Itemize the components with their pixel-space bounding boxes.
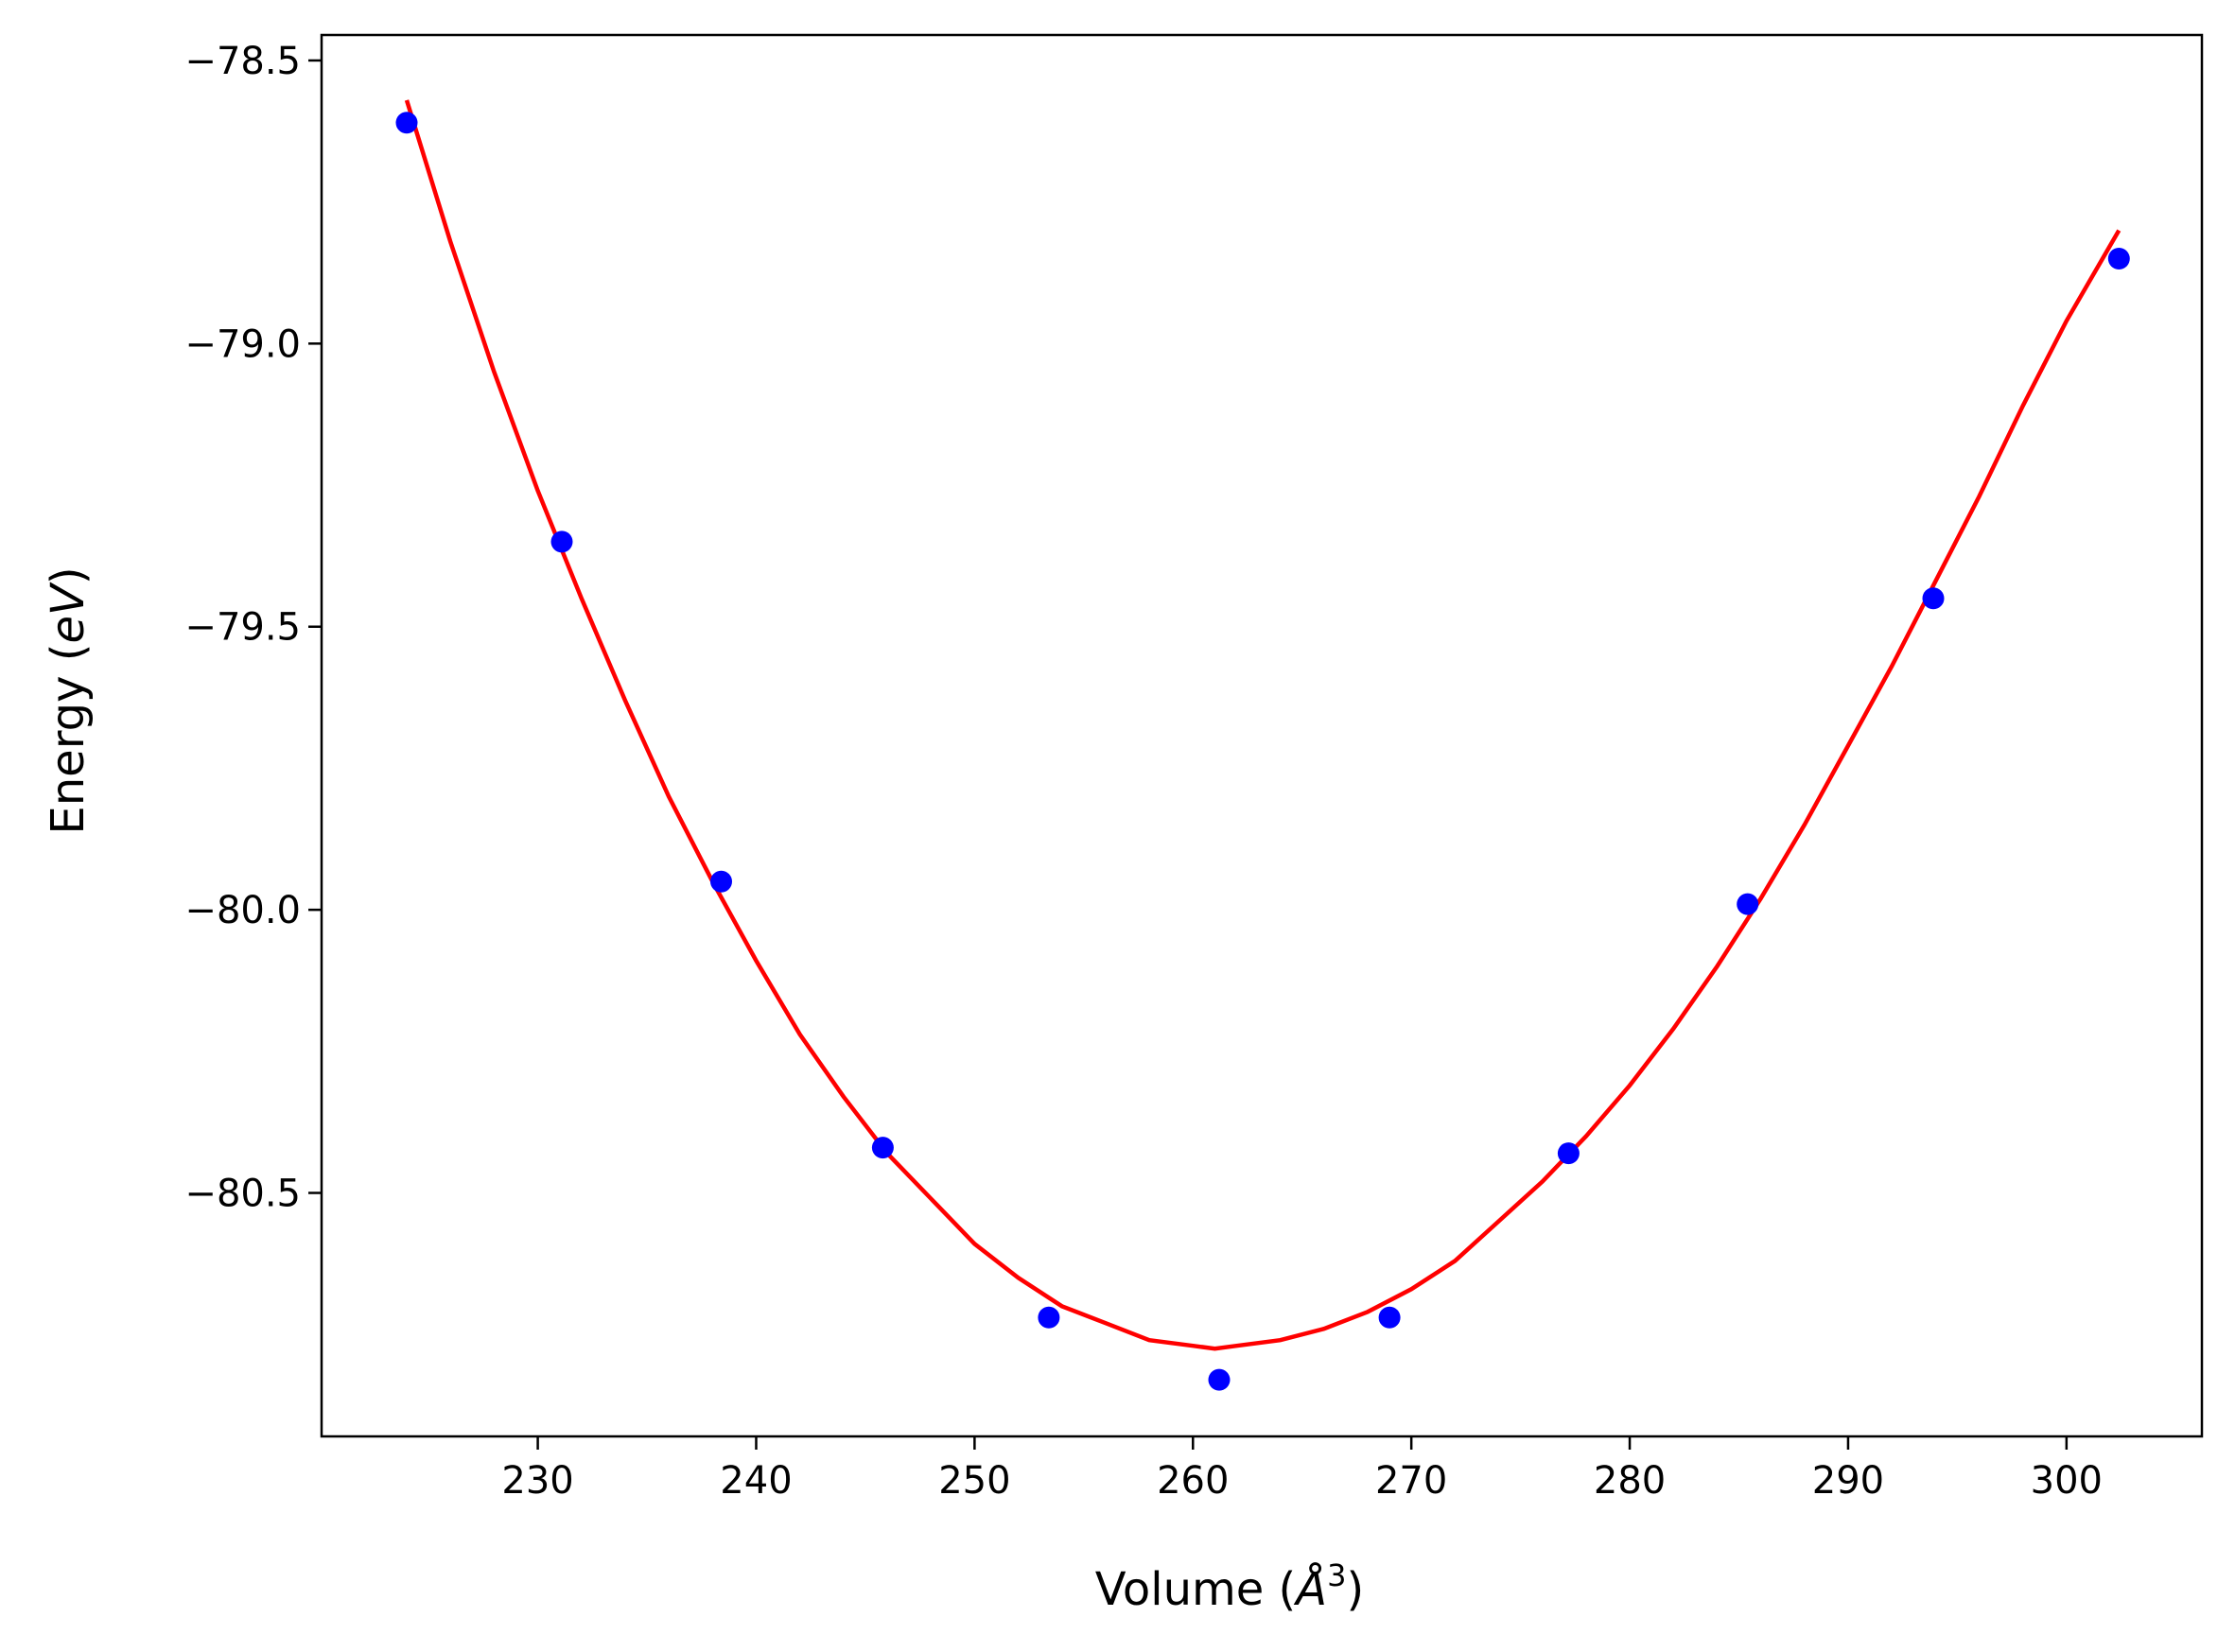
y-tick-label: −78.5	[184, 40, 301, 83]
data-point	[2107, 248, 2130, 270]
y-tick-label: −80.5	[184, 1173, 301, 1216]
x-axis-title: Volume (Å3)	[1095, 1557, 1364, 1616]
y-tick-label: −80.0	[184, 889, 301, 932]
x-tick-label: 290	[1812, 1459, 1884, 1503]
x-tick-label: 280	[1594, 1459, 1666, 1503]
y-tick-label: −79.0	[184, 322, 301, 366]
data-point	[550, 530, 573, 553]
data-point	[1038, 1306, 1060, 1329]
data-point	[1737, 893, 1759, 915]
data-point	[710, 870, 732, 893]
data-point	[871, 1137, 894, 1159]
x-tick-label: 300	[2031, 1459, 2103, 1503]
y-axis-title: Energy (eV)	[42, 566, 95, 834]
x-axis-ticks: 230 240 250 260 270 280 290 300	[501, 1436, 2103, 1503]
y-axis-ticks: −78.5 −79.0 −79.5 −80.0 −80.5	[184, 40, 322, 1216]
data-point	[1208, 1368, 1231, 1391]
plot-frame	[320, 33, 2204, 1438]
x-tick-label: 250	[938, 1459, 1010, 1503]
x-tick-label: 260	[1157, 1459, 1229, 1503]
data-point	[395, 112, 418, 134]
x-tick-label: 230	[501, 1459, 573, 1503]
data-point	[1922, 587, 1945, 610]
fit-curve-line	[404, 99, 2122, 1351]
data-point	[1378, 1306, 1401, 1329]
x-tick-label: 240	[720, 1459, 792, 1503]
plot-layer	[395, 99, 2130, 1391]
x-tick-label: 270	[1375, 1459, 1447, 1503]
y-tick-label: −79.5	[184, 606, 301, 650]
data-point	[1557, 1142, 1580, 1165]
